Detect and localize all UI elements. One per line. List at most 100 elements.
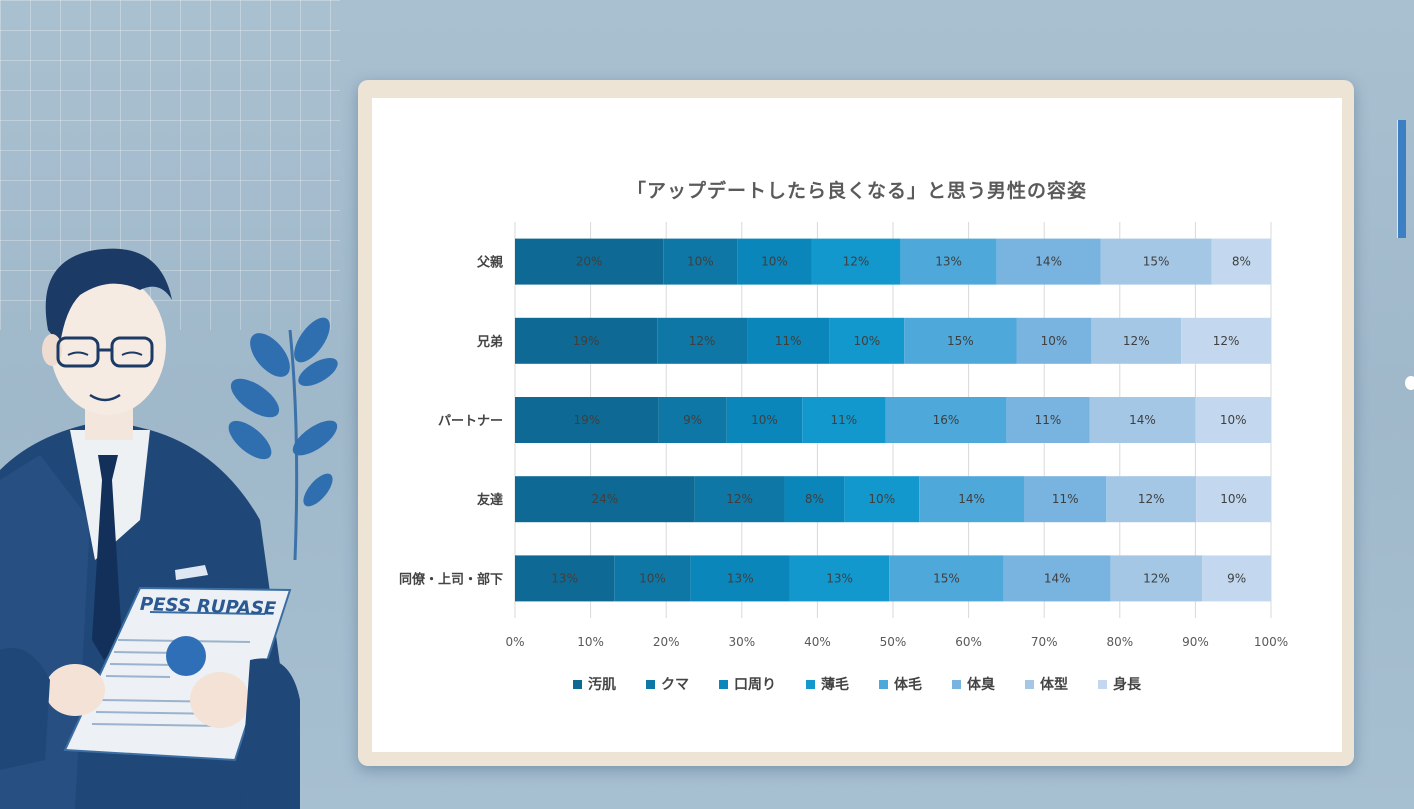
bar-segment <box>690 555 790 602</box>
legend-swatch <box>806 679 815 689</box>
bar-segment <box>811 238 901 285</box>
bar-segment <box>747 317 830 364</box>
data-label: 10% <box>868 492 895 506</box>
legend-swatch <box>646 679 655 689</box>
legend-item: 体臭 <box>952 674 995 694</box>
bar-segment <box>1006 397 1090 443</box>
x-tick-label: 30% <box>728 635 755 649</box>
data-label: 12% <box>726 492 753 506</box>
bar-segment <box>802 397 886 443</box>
legend-item: 薄毛 <box>806 674 849 694</box>
data-label: 19% <box>573 413 600 427</box>
data-label: 13% <box>826 571 853 585</box>
legend-label: 体毛 <box>894 677 922 693</box>
bar-segment <box>663 238 738 285</box>
edge-dot <box>1405 376 1414 390</box>
data-label: 12% <box>689 334 716 348</box>
legend-item: 身長 <box>1098 674 1141 694</box>
bar-segment <box>904 317 1017 364</box>
bar-segment <box>515 317 658 364</box>
data-label: 10% <box>687 255 714 269</box>
bar-segment <box>1106 476 1197 523</box>
legend-label: 身長 <box>1113 677 1141 693</box>
x-tick-label: 20% <box>653 635 680 649</box>
legend-swatch <box>719 679 728 689</box>
bar-segment <box>694 476 785 523</box>
data-label: 12% <box>1138 492 1165 506</box>
bar-segment <box>1196 476 1271 523</box>
legend-item: 汚肌 <box>573 674 616 694</box>
data-label: 10% <box>1041 334 1068 348</box>
edge-strip <box>1397 120 1406 238</box>
legend-item: 体毛 <box>879 674 922 694</box>
legend-label: 汚肌 <box>588 677 616 693</box>
data-label: 15% <box>933 571 960 585</box>
data-label: 13% <box>551 571 578 585</box>
x-tick-label: 0% <box>505 635 524 649</box>
bar-segment <box>1100 238 1212 285</box>
chart-title: 「アップデートしたら良くなる」と思う男性の容姿 <box>626 180 1087 202</box>
bar-segment <box>900 238 997 285</box>
bar-segment <box>515 555 615 602</box>
legend-label: 体臭 <box>967 677 995 693</box>
x-tick-label: 70% <box>1031 635 1058 649</box>
data-label: 12% <box>843 255 870 269</box>
data-label: 8% <box>805 492 824 506</box>
x-tick-label: 10% <box>577 635 604 649</box>
data-label: 11% <box>831 413 858 427</box>
data-label: 20% <box>576 255 603 269</box>
bar-segment <box>784 476 845 523</box>
legend-label: クマ <box>661 677 689 693</box>
bar-segment <box>658 397 727 443</box>
bar-segment <box>885 397 1007 443</box>
bar-segment <box>1091 317 1182 364</box>
press-release-text: PESS RUPASE <box>140 594 278 620</box>
legend-label: 口周り <box>734 677 776 693</box>
category-label: パートナー <box>438 414 503 429</box>
bar-segment <box>829 317 905 364</box>
data-label: 10% <box>761 255 788 269</box>
bar-segment <box>889 555 1004 602</box>
bar-segment <box>614 555 691 602</box>
data-label: 14% <box>958 492 985 506</box>
data-label: 13% <box>935 255 962 269</box>
x-tick-label: 90% <box>1182 635 1209 649</box>
data-label: 19% <box>573 334 600 348</box>
data-label: 11% <box>1035 413 1062 427</box>
data-label: 11% <box>1052 492 1079 506</box>
x-tick-label: 60% <box>955 635 982 649</box>
bar-segment <box>1181 317 1271 364</box>
bar-segment <box>1211 238 1271 285</box>
data-label: 15% <box>947 334 974 348</box>
bar-segment <box>737 238 812 285</box>
category-label: 兄弟 <box>476 334 503 350</box>
legend-label: 体型 <box>1040 677 1068 693</box>
x-tick-label: 80% <box>1106 635 1133 649</box>
stacked-bar-chart: 0% 10% 20% 30% 40% 50% 60% 70% 80% 90% 100% 20% 10% 1… <box>399 222 1288 649</box>
plant-icon <box>228 317 338 561</box>
data-label: 10% <box>751 413 778 427</box>
data-label: 12% <box>1213 334 1240 348</box>
bar-segment <box>515 238 664 285</box>
bar-segment <box>789 555 890 602</box>
category-label: 同僚・上司・部下 <box>399 571 503 587</box>
bar-segment <box>1016 317 1092 364</box>
bar-segment <box>515 476 695 523</box>
category-label: 友達 <box>477 492 503 508</box>
bar-segment <box>1003 555 1111 602</box>
legend-swatch <box>952 679 961 689</box>
bar-segment <box>1110 555 1203 602</box>
data-label: 8% <box>1232 255 1251 269</box>
category-label: 父親 <box>476 255 503 271</box>
data-label: 11% <box>775 334 802 348</box>
bar-segment <box>657 317 748 364</box>
data-label: 14% <box>1044 571 1071 585</box>
legend-swatch <box>1025 679 1034 689</box>
legend-item: 体型 <box>1025 674 1068 694</box>
bar-segment <box>996 238 1101 285</box>
data-label: 10% <box>1220 413 1247 427</box>
data-label: 10% <box>639 571 666 585</box>
data-label: 14% <box>1035 255 1062 269</box>
bar-segment <box>1202 555 1271 602</box>
data-label: 24% <box>591 492 618 506</box>
